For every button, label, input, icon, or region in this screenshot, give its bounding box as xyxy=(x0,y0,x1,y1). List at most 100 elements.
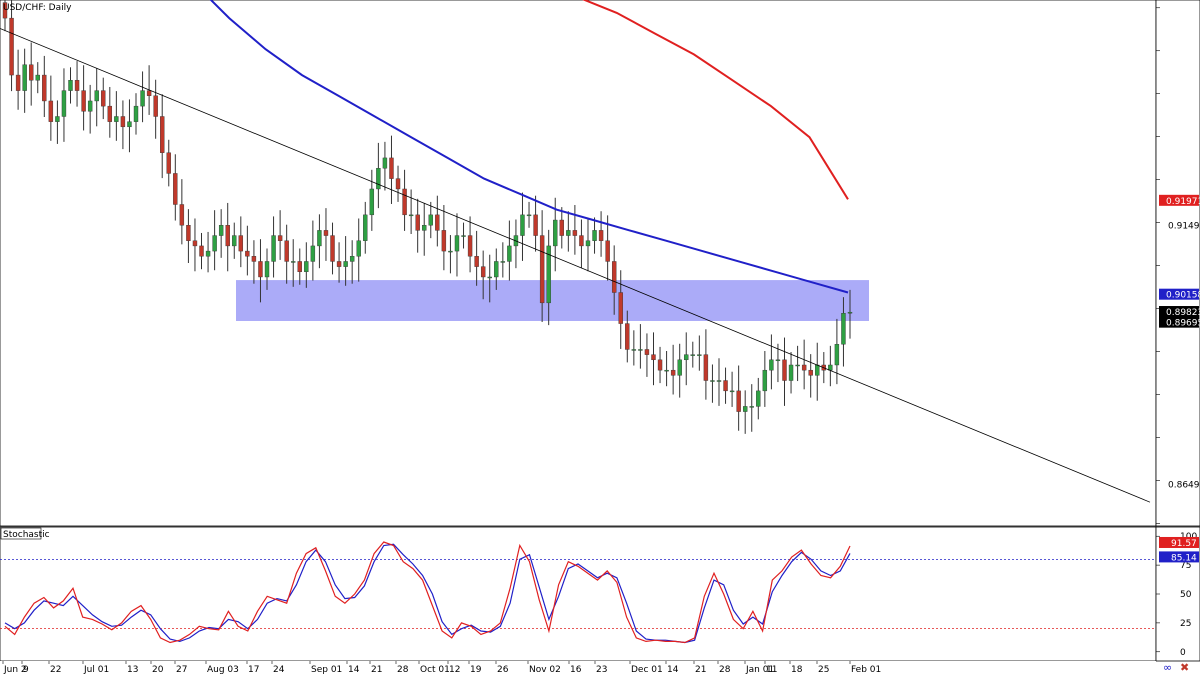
candle-body xyxy=(22,64,27,91)
price-tag-label: 0.89695 xyxy=(1166,319,1200,329)
candle-body xyxy=(703,354,709,381)
candle-body xyxy=(42,74,47,102)
candles-layer xyxy=(2,0,853,434)
x-tick-label: 22 xyxy=(50,665,61,675)
candle-body xyxy=(749,406,754,408)
candle-body xyxy=(68,80,73,91)
candle-body xyxy=(494,261,499,278)
candle-body xyxy=(81,90,86,112)
candle-body xyxy=(618,292,623,324)
candle-body xyxy=(605,240,610,262)
candle-body xyxy=(677,359,682,376)
x-tick-label: 14 xyxy=(348,665,360,675)
candle-body xyxy=(448,250,453,253)
candle-body xyxy=(788,364,794,381)
candle-body xyxy=(389,157,394,179)
x-tick-label: 24 xyxy=(273,665,285,675)
candle-body xyxy=(87,100,93,112)
ma-slow-line xyxy=(582,0,849,200)
candle-body xyxy=(690,354,695,356)
candle-body xyxy=(140,90,145,107)
price-axis xyxy=(1155,0,1200,527)
stochastic-tick-label: 25 xyxy=(1180,619,1191,629)
candle-body xyxy=(487,276,492,279)
candle-body xyxy=(297,261,302,273)
x-tick-label: 13 xyxy=(127,665,138,675)
candle-body xyxy=(507,245,512,262)
candle-body xyxy=(9,17,14,76)
x-tick-label: Jul 01 xyxy=(83,665,109,675)
price-tag-box xyxy=(1159,316,1199,328)
candle-body xyxy=(369,188,375,216)
support-zone xyxy=(236,280,869,321)
candle-body xyxy=(480,266,486,278)
candle-body xyxy=(146,90,152,96)
candle-body xyxy=(415,214,420,231)
candle-body xyxy=(631,349,637,351)
candle-body xyxy=(808,369,813,376)
candle-body xyxy=(651,354,656,361)
candle-body xyxy=(323,230,329,236)
stochastic-title: Stochastic xyxy=(3,530,50,540)
chain-icon[interactable]: ∞ xyxy=(1163,661,1172,674)
candle-body xyxy=(828,364,833,371)
close-icon[interactable]: ✖ xyxy=(1180,661,1189,674)
x-tick-label: 21 xyxy=(371,665,382,675)
price-tag-label: 0.90158 xyxy=(1166,291,1200,301)
candle-body xyxy=(258,261,263,278)
candle-body xyxy=(526,214,532,217)
candle-body xyxy=(2,2,8,19)
candle-body xyxy=(539,235,545,304)
candle-body xyxy=(572,230,578,236)
candle-body xyxy=(317,230,322,247)
x-tick-label: 21 xyxy=(695,665,706,675)
stochastic-levels xyxy=(0,558,1156,630)
stochastic-panel xyxy=(0,526,1157,662)
candle-body xyxy=(710,380,715,382)
stochastic-tick-label: 50 xyxy=(1180,590,1192,600)
candle-body xyxy=(291,261,296,263)
x-tick-label: 26 xyxy=(497,665,509,675)
candle-body xyxy=(251,256,257,262)
candle-body xyxy=(94,90,99,102)
main-panel xyxy=(0,0,1157,527)
candle-body xyxy=(35,74,40,81)
x-tick-label: Dec 01 xyxy=(631,665,663,675)
candle-body xyxy=(592,230,597,241)
candle-body xyxy=(841,313,846,345)
candle-body xyxy=(408,214,414,217)
price-tag-box xyxy=(1159,288,1199,300)
candle-body xyxy=(192,240,198,247)
x-tick-label: 20 xyxy=(152,665,164,675)
price-tag-label: 0.91971 xyxy=(1166,197,1200,207)
x-tick-label: 17 xyxy=(248,665,259,675)
candle-body xyxy=(382,157,388,169)
candle-body xyxy=(742,406,748,412)
candle-body xyxy=(133,105,139,122)
candle-body xyxy=(657,359,663,371)
candle-body xyxy=(114,116,119,122)
candle-body xyxy=(585,240,591,247)
candle-body xyxy=(684,354,689,361)
candle-body xyxy=(218,225,224,236)
candle-body xyxy=(336,261,342,267)
candle-body xyxy=(815,364,820,376)
candle-body xyxy=(598,230,604,241)
x-tick-label: 27 xyxy=(176,665,187,675)
candle-body xyxy=(160,116,165,153)
candle-body xyxy=(153,95,158,117)
candle-body xyxy=(697,354,702,356)
candle-body xyxy=(212,235,217,252)
stochastic-tags: 91.57 85.14 xyxy=(1159,536,1199,563)
x-tick-label: 11 xyxy=(766,665,777,675)
x-tick-label: Jan 01 xyxy=(745,665,774,675)
candle-body xyxy=(775,359,781,362)
x-tick-label: Feb 01 xyxy=(851,665,881,675)
candle-body xyxy=(232,235,237,247)
candle-body xyxy=(834,344,840,366)
x-tick-label: Aug 03 xyxy=(207,665,239,675)
candle-body xyxy=(520,214,525,236)
candle-body xyxy=(101,90,106,107)
